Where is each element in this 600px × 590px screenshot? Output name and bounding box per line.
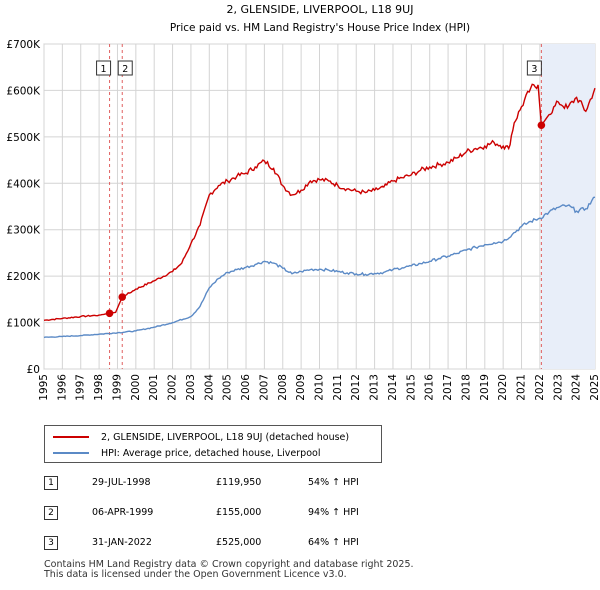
legend-item-hpi: HPI: Average price, detached house, Live… bbox=[53, 445, 320, 461]
sale-point bbox=[118, 293, 127, 301]
y-tick-label: £400K bbox=[6, 178, 41, 190]
x-tick-label: 2019 bbox=[479, 374, 491, 401]
y-axis: £0 £100K £200K £300K £400K £500K £600K £700K bbox=[6, 39, 41, 376]
x-tick-label: 2022 bbox=[534, 374, 546, 401]
legend-swatch-hpi bbox=[53, 452, 89, 454]
x-tick-label: 2018 bbox=[460, 374, 472, 401]
x-tick-label: 2024 bbox=[571, 374, 583, 401]
legend: 2, GLENSIDE, LIVERPOOL, L18 9UJ (detache… bbox=[44, 425, 382, 463]
sale-hpi-diff: 94% ↑ HPI bbox=[308, 507, 359, 518]
sale-label-box bbox=[117, 60, 133, 76]
sale-row: 3 31-JAN-2022 £525,000 64% ↑ HPI bbox=[44, 534, 404, 554]
sale-label-number: 3 bbox=[531, 64, 537, 75]
y-tick-label: £700K bbox=[6, 39, 41, 51]
legend-swatch-property bbox=[53, 436, 89, 438]
x-axis: 1995 1996 1997 1998 1999 2000 2001 2002 2003 2004… bbox=[38, 374, 600, 401]
sale-label-number: 2 bbox=[122, 64, 128, 75]
x-tick-label: 1997 bbox=[75, 374, 87, 401]
legend-label-property: 2, GLENSIDE, LIVERPOOL, L18 9UJ (detache… bbox=[101, 431, 350, 443]
chart-title: 2, GLENSIDE, LIVERPOOL, L18 9UJ bbox=[227, 3, 414, 16]
sale-label-box bbox=[96, 60, 112, 76]
shaded-region-rect bbox=[541, 44, 595, 369]
x-tick-label: 2011 bbox=[332, 374, 344, 401]
series-lines bbox=[43, 83, 596, 339]
copyright-text: Contains HM Land Registry data © Crown c… bbox=[44, 559, 414, 570]
x-tick-label: 2003 bbox=[185, 374, 197, 401]
price-chart: 2, GLENSIDE, LIVERPOOL, L18 9UJ Price pa… bbox=[6, 3, 600, 401]
x-tick-label: 2015 bbox=[405, 374, 417, 401]
sale-hpi-diff: 64% ↑ HPI bbox=[308, 537, 359, 548]
legend-item-property: 2, GLENSIDE, LIVERPOOL, L18 9UJ (detache… bbox=[53, 429, 349, 445]
sale-number: 1 bbox=[44, 476, 58, 490]
licence-text: This data is licensed under the Open Gov… bbox=[44, 569, 347, 580]
x-tick-label: 2009 bbox=[295, 374, 307, 401]
sale-point bbox=[537, 121, 546, 130]
x-tick-label: 2025 bbox=[589, 374, 600, 401]
x-tick-label: 1996 bbox=[56, 374, 68, 401]
x-tick-label: 1995 bbox=[38, 374, 50, 401]
sale-points bbox=[105, 121, 546, 318]
x-tick-label: 2012 bbox=[350, 374, 362, 401]
x-tick-label: 2020 bbox=[497, 374, 509, 401]
sale-price: £155,000 bbox=[216, 507, 262, 518]
x-tick-label: 2007 bbox=[258, 374, 270, 401]
sale-labels: 1 2 3 bbox=[96, 60, 542, 76]
sale-date: 31-JAN-2022 bbox=[92, 537, 152, 548]
sale-point bbox=[105, 309, 114, 318]
sale-price: £119,950 bbox=[216, 477, 262, 488]
shaded-region bbox=[541, 44, 595, 369]
x-tick-label: 2023 bbox=[552, 374, 564, 401]
sale-label-box bbox=[526, 60, 542, 76]
x-tick-label: 2005 bbox=[222, 374, 234, 401]
gridlines bbox=[43, 43, 596, 370]
x-tick-label: 2016 bbox=[424, 374, 436, 401]
sale-label-number: 1 bbox=[101, 64, 107, 75]
sale-price: £525,000 bbox=[216, 537, 262, 548]
x-tick-label: 1998 bbox=[93, 374, 105, 401]
x-tick-label: 2014 bbox=[387, 374, 399, 401]
x-tick-label: 2008 bbox=[277, 374, 289, 401]
series-line bbox=[43, 83, 596, 322]
x-tick-label: 2013 bbox=[369, 374, 381, 401]
sale-number: 3 bbox=[44, 536, 58, 550]
x-tick-label: 2006 bbox=[240, 374, 252, 401]
x-tick-label: 2010 bbox=[314, 374, 326, 401]
sale-date: 29-JUL-1998 bbox=[92, 477, 151, 488]
x-tick-label: 1999 bbox=[111, 374, 123, 401]
y-tick-label: £600K bbox=[6, 85, 41, 97]
series-line bbox=[43, 196, 596, 339]
x-tick-label: 2002 bbox=[167, 374, 179, 401]
sale-hpi-diff: 54% ↑ HPI bbox=[308, 477, 359, 488]
y-tick-label: £200K bbox=[6, 271, 41, 283]
x-tick-label: 2004 bbox=[203, 374, 215, 401]
y-tick-label: £100K bbox=[6, 318, 41, 330]
y-tick-label: £0 bbox=[27, 364, 40, 376]
x-tick-label: 2001 bbox=[148, 374, 160, 401]
sale-row: 1 29-JUL-1998 £119,950 54% ↑ HPI bbox=[44, 474, 404, 494]
y-tick-label: £500K bbox=[6, 132, 41, 144]
sale-row: 2 06-APR-1999 £155,000 94% ↑ HPI bbox=[44, 504, 404, 524]
chart-subtitle: Price paid vs. HM Land Registry's House … bbox=[170, 22, 470, 34]
x-tick-label: 2017 bbox=[442, 374, 454, 401]
x-tick-label: 2000 bbox=[130, 374, 142, 401]
sale-number: 2 bbox=[44, 506, 58, 520]
x-tick-label: 2021 bbox=[516, 374, 528, 401]
footer: Contains HM Land Registry data © Crown c… bbox=[44, 560, 414, 580]
legend-label-hpi: HPI: Average price, detached house, Live… bbox=[101, 447, 321, 459]
y-tick-label: £300K bbox=[6, 225, 41, 237]
sale-date: 06-APR-1999 bbox=[92, 507, 154, 518]
